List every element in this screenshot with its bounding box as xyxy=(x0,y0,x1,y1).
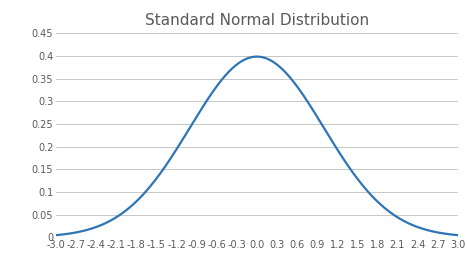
Title: Standard Normal Distribution: Standard Normal Distribution xyxy=(145,13,369,28)
